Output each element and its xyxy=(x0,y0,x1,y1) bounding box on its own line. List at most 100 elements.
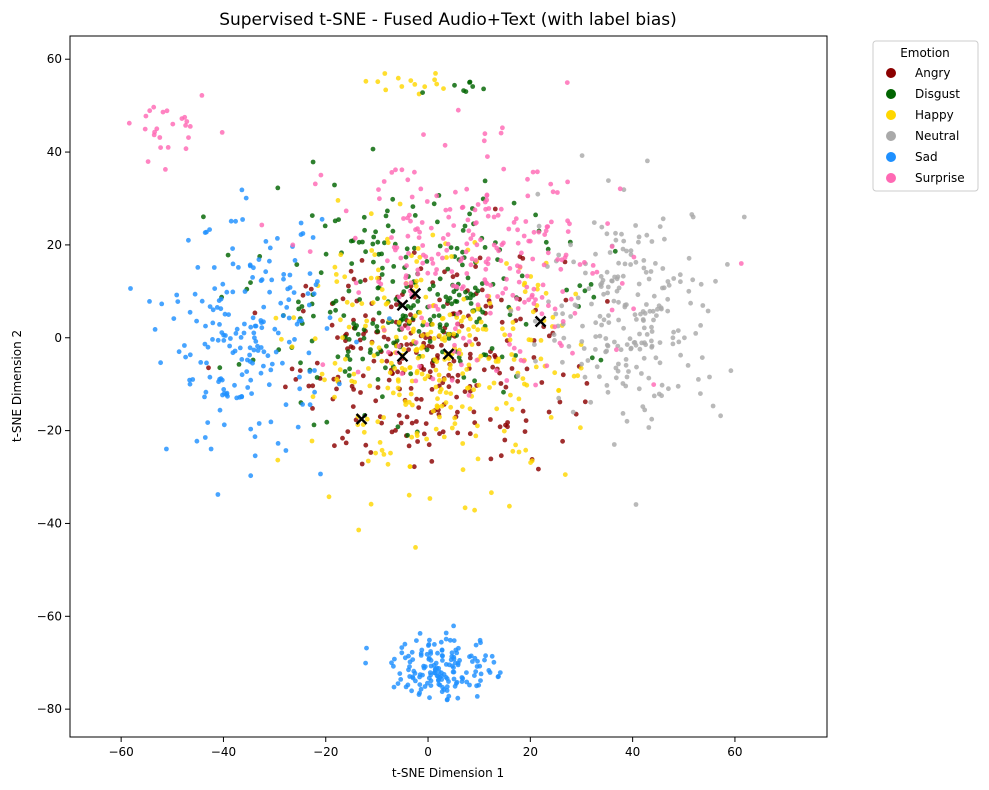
point-happy xyxy=(465,385,470,391)
point-surprise xyxy=(555,257,561,262)
point-happy xyxy=(379,287,385,292)
point-neutral xyxy=(622,302,628,308)
point-neutral xyxy=(657,360,663,366)
point-surprise xyxy=(536,229,542,235)
point-happy xyxy=(443,390,449,395)
point-happy xyxy=(475,423,480,429)
point-angry xyxy=(362,277,368,283)
point-happy xyxy=(430,408,436,414)
point-disgust xyxy=(385,208,390,214)
point-angry xyxy=(408,312,413,318)
point-disgust xyxy=(501,389,506,395)
point-angry xyxy=(467,431,473,437)
point-surprise xyxy=(738,261,744,266)
point-happy xyxy=(522,280,528,286)
point-happy xyxy=(310,394,316,400)
point-happy xyxy=(344,299,350,305)
point-happy xyxy=(367,383,373,389)
point-surprise xyxy=(353,280,359,286)
point-sad xyxy=(269,361,275,367)
point-surprise xyxy=(179,116,185,121)
point-surprise xyxy=(459,205,465,211)
y-tick-label: 60 xyxy=(47,52,62,66)
point-happy xyxy=(491,380,497,386)
point-angry xyxy=(439,342,444,348)
point-surprise xyxy=(464,271,470,276)
point-surprise xyxy=(464,241,470,247)
point-neutral xyxy=(662,236,667,242)
point-neutral xyxy=(678,352,683,358)
point-sad xyxy=(256,421,262,426)
point-surprise xyxy=(399,167,405,173)
point-angry xyxy=(451,358,457,364)
point-sad xyxy=(223,333,228,338)
point-angry xyxy=(329,322,335,328)
point-sad xyxy=(275,236,280,241)
point-disgust xyxy=(427,339,433,344)
point-happy xyxy=(502,332,508,338)
point-neutral xyxy=(653,261,658,266)
point-disgust xyxy=(363,249,368,255)
point-neutral xyxy=(660,216,666,222)
point-disgust xyxy=(395,424,401,430)
point-angry xyxy=(435,353,440,358)
point-angry xyxy=(332,443,337,449)
x-tick-label: 40 xyxy=(625,745,640,759)
point-disgust xyxy=(499,354,505,360)
point-sad xyxy=(202,435,208,440)
point-neutral xyxy=(622,261,628,267)
point-happy xyxy=(385,461,391,467)
point-neutral xyxy=(665,279,671,284)
point-neutral xyxy=(618,347,624,353)
point-happy xyxy=(448,404,454,410)
point-happy xyxy=(475,327,481,333)
point-angry xyxy=(303,283,309,289)
point-angry xyxy=(490,364,496,370)
point-happy xyxy=(550,314,556,320)
point-surprise xyxy=(466,392,472,398)
point-surprise xyxy=(525,193,531,199)
point-neutral xyxy=(566,344,572,349)
point-angry xyxy=(455,372,461,378)
point-happy xyxy=(399,84,405,89)
point-sad xyxy=(474,694,480,699)
point-angry xyxy=(411,250,417,256)
point-neutral xyxy=(533,358,538,364)
point-happy xyxy=(395,75,401,81)
point-neutral xyxy=(623,362,629,368)
point-sad xyxy=(208,446,214,452)
point-neutral xyxy=(581,346,587,351)
point-neutral xyxy=(653,355,659,361)
point-surprise xyxy=(605,221,610,227)
point-sad xyxy=(272,326,278,332)
point-sad xyxy=(152,327,158,332)
point-happy xyxy=(406,399,412,405)
point-sad xyxy=(405,682,411,688)
point-surprise xyxy=(617,186,623,192)
point-surprise xyxy=(507,341,512,347)
point-disgust xyxy=(437,243,443,249)
point-surprise xyxy=(396,343,402,349)
point-angry xyxy=(499,297,504,303)
point-disgust xyxy=(371,234,377,240)
point-neutral xyxy=(628,248,634,254)
point-disgust xyxy=(437,276,443,282)
point-happy xyxy=(489,490,494,496)
point-surprise xyxy=(545,250,551,256)
point-sad xyxy=(459,675,465,680)
point-happy xyxy=(389,360,394,366)
point-happy xyxy=(410,402,415,408)
point-neutral xyxy=(656,303,662,309)
point-neutral xyxy=(741,214,747,220)
point-surprise xyxy=(445,241,451,247)
point-surprise xyxy=(527,238,533,244)
point-surprise xyxy=(503,286,509,291)
point-sad xyxy=(255,343,260,349)
point-surprise xyxy=(320,362,326,368)
point-surprise xyxy=(459,362,464,368)
point-happy xyxy=(382,71,388,76)
point-surprise xyxy=(424,199,430,204)
point-disgust xyxy=(449,301,455,307)
point-neutral xyxy=(666,282,672,288)
point-disgust xyxy=(349,261,355,266)
